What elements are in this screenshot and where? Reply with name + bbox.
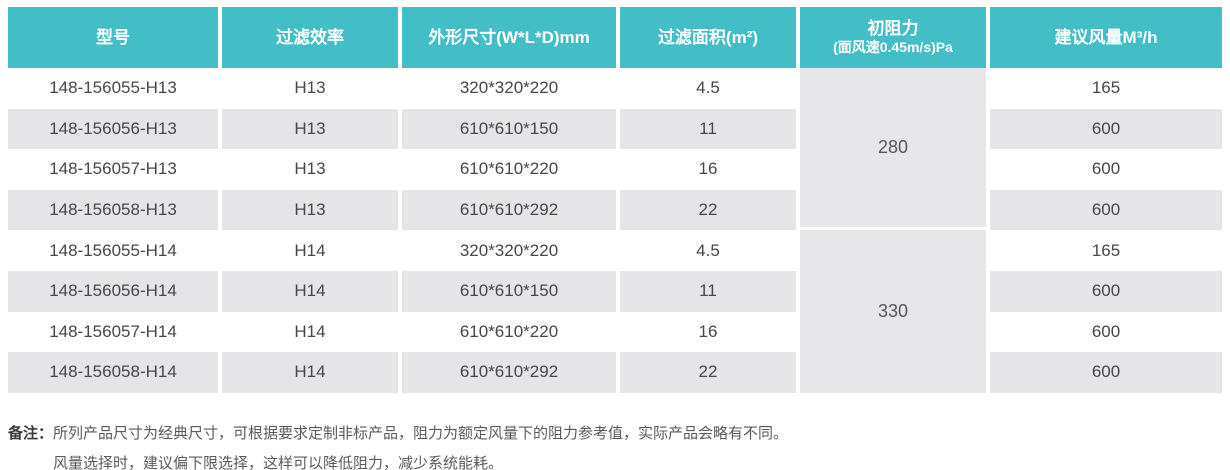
cell-initial-resistance: 280 <box>800 68 986 231</box>
table-row: 148-156058-H14 H14 610*610*292 22 600 <box>8 352 1222 393</box>
cell-airflow: 165 <box>990 68 1222 109</box>
row-group-h14: 148-156055-H14 H14 320*320*220 4.5 330 1… <box>8 230 1222 393</box>
column-header-efficiency: 过滤效率 <box>222 7 398 68</box>
notes: 备注： 所列产品尺寸为经典尺寸，可根据要求定制非标产品，阻力为额定风量下的阻力参… <box>4 419 1226 470</box>
cell-efficiency: H14 <box>222 311 398 353</box>
table-row: 148-156055-H13 H13 320*320*220 4.5 280 1… <box>8 68 1222 231</box>
cell-model: 148-156055-H14 <box>8 230 218 271</box>
notes-body: 所列产品尺寸为经典尺寸，可根据要求定制非标产品，阻力为额定风量下的阻力参考值，实… <box>53 419 788 470</box>
cell-area: 16 <box>620 311 796 353</box>
note-line-1: 所列产品尺寸为经典尺寸，可根据要求定制非标产品，阻力为额定风量下的阻力参考值，实… <box>53 424 789 442</box>
cell-efficiency: H13 <box>222 149 398 190</box>
cell-airflow: 600 <box>990 108 1222 150</box>
table-row: 148-156056-H14 H14 610*610*150 11 600 <box>8 270 1222 312</box>
note-line-2: 风量选择时，建议偏下限选择，这样可以降低阻力，减少系统能耗。 <box>53 454 504 470</box>
cell-dimensions: 320*320*220 <box>402 68 616 109</box>
column-header-area: 过滤面积(m²) <box>620 7 796 68</box>
column-header-dimensions: 外形尺寸(W*L*D)mm <box>402 7 616 68</box>
cell-model: 148-156056-H14 <box>8 270 218 312</box>
header-row: 型号 过滤效率 外形尺寸(W*L*D)mm 过滤面积(m²) 初阻力 (面风速0… <box>8 7 1222 68</box>
cell-airflow: 165 <box>990 230 1222 271</box>
cell-efficiency: H14 <box>222 270 398 312</box>
cell-efficiency: H13 <box>222 189 398 231</box>
cell-model: 148-156055-H13 <box>8 68 218 109</box>
cell-dimensions: 610*610*220 <box>402 149 616 190</box>
table-row: 148-156055-H14 H14 320*320*220 4.5 330 1… <box>8 230 1222 393</box>
cell-airflow: 600 <box>990 352 1222 393</box>
column-header-resistance: 初阻力 (面风速0.45m/s)Pa <box>800 7 986 68</box>
cell-efficiency: H14 <box>222 230 398 271</box>
resistance-header-title: 初阻力 <box>867 19 919 39</box>
column-header-airflow: 建议风量M³/h <box>990 7 1222 68</box>
cell-area: 16 <box>620 149 796 190</box>
table-row: 148-156056-H13 H13 610*610*150 11 600 <box>8 108 1222 150</box>
cell-model: 148-156056-H13 <box>8 108 218 150</box>
cell-efficiency: H13 <box>222 108 398 150</box>
table-header: 型号 过滤效率 外形尺寸(W*L*D)mm 过滤面积(m²) 初阻力 (面风速0… <box>8 7 1222 68</box>
cell-dimensions: 610*610*292 <box>402 189 616 231</box>
notes-label: 备注： <box>8 424 54 442</box>
cell-model: 148-156058-H13 <box>8 189 218 231</box>
cell-dimensions: 610*610*220 <box>402 311 616 353</box>
cell-airflow: 600 <box>990 270 1222 312</box>
cell-efficiency: H14 <box>222 352 398 393</box>
table-row: 148-156057-H13 H13 610*610*220 16 600 <box>8 149 1222 190</box>
cell-area: 4.5 <box>620 68 796 109</box>
cell-model: 148-156057-H13 <box>8 149 218 190</box>
cell-airflow: 600 <box>990 189 1222 231</box>
cell-area: 22 <box>620 189 796 231</box>
cell-dimensions: 320*320*220 <box>402 230 616 271</box>
cell-dimensions: 610*610*292 <box>402 352 616 393</box>
cell-airflow: 600 <box>990 311 1222 353</box>
cell-initial-resistance: 330 <box>800 230 986 393</box>
cell-area: 11 <box>620 108 796 150</box>
cell-efficiency: H13 <box>222 68 398 109</box>
row-group-h13: 148-156055-H13 H13 320*320*220 4.5 280 1… <box>8 68 1222 231</box>
cell-area: 4.5 <box>620 230 796 271</box>
product-spec-table: 型号 过滤效率 外形尺寸(W*L*D)mm 过滤面积(m²) 初阻力 (面风速0… <box>4 7 1226 393</box>
resistance-header-subtitle: (面风速0.45m/s)Pa <box>833 39 953 56</box>
cell-area: 22 <box>620 352 796 393</box>
table-row: 148-156058-H13 H13 610*610*292 22 600 <box>8 189 1222 231</box>
cell-model: 148-156057-H14 <box>8 311 218 353</box>
table-row: 148-156057-H14 H14 610*610*220 16 600 <box>8 311 1222 353</box>
cell-dimensions: 610*610*150 <box>402 108 616 150</box>
cell-model: 148-156058-H14 <box>8 352 218 393</box>
cell-dimensions: 610*610*150 <box>402 270 616 312</box>
cell-airflow: 600 <box>990 149 1222 190</box>
cell-area: 11 <box>620 270 796 312</box>
column-header-model: 型号 <box>8 7 218 68</box>
